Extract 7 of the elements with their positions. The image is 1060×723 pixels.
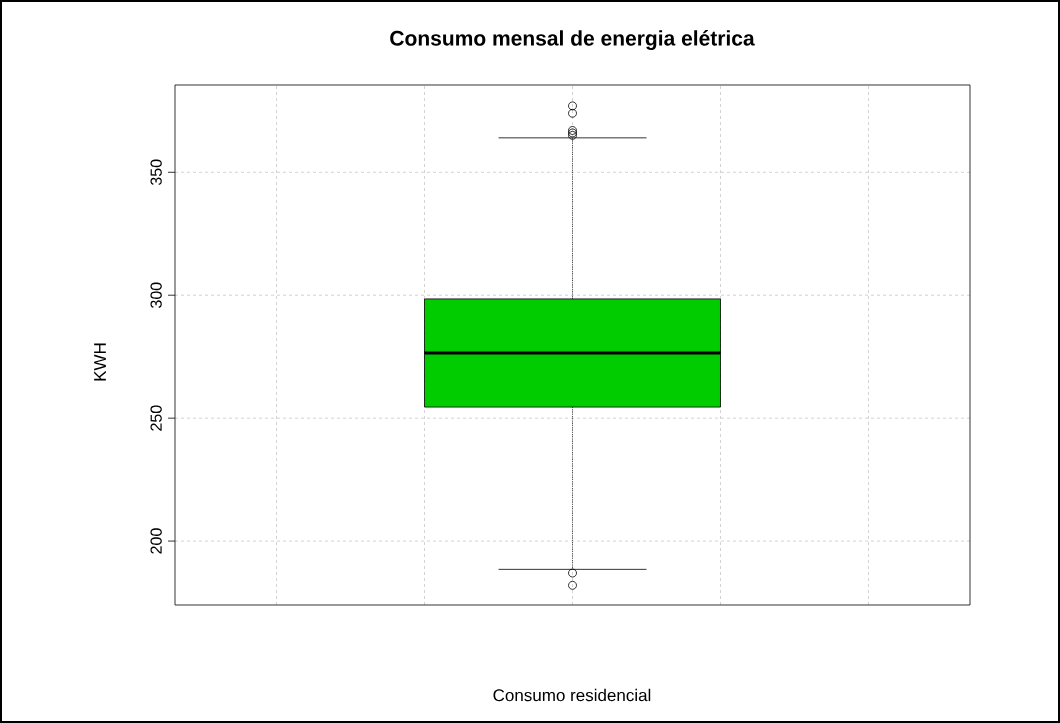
y-tick-label: 350 (150, 159, 162, 186)
y-tick-label: 300 (150, 282, 162, 308)
y-tick-label: 250 (150, 405, 162, 431)
chart-title: Consumo mensal de energia elétrica (390, 30, 755, 50)
x-axis-title: Consumo residencial (493, 688, 651, 702)
y-tick-label: 200 (150, 528, 162, 554)
y-axis-title: KWH (94, 343, 106, 381)
